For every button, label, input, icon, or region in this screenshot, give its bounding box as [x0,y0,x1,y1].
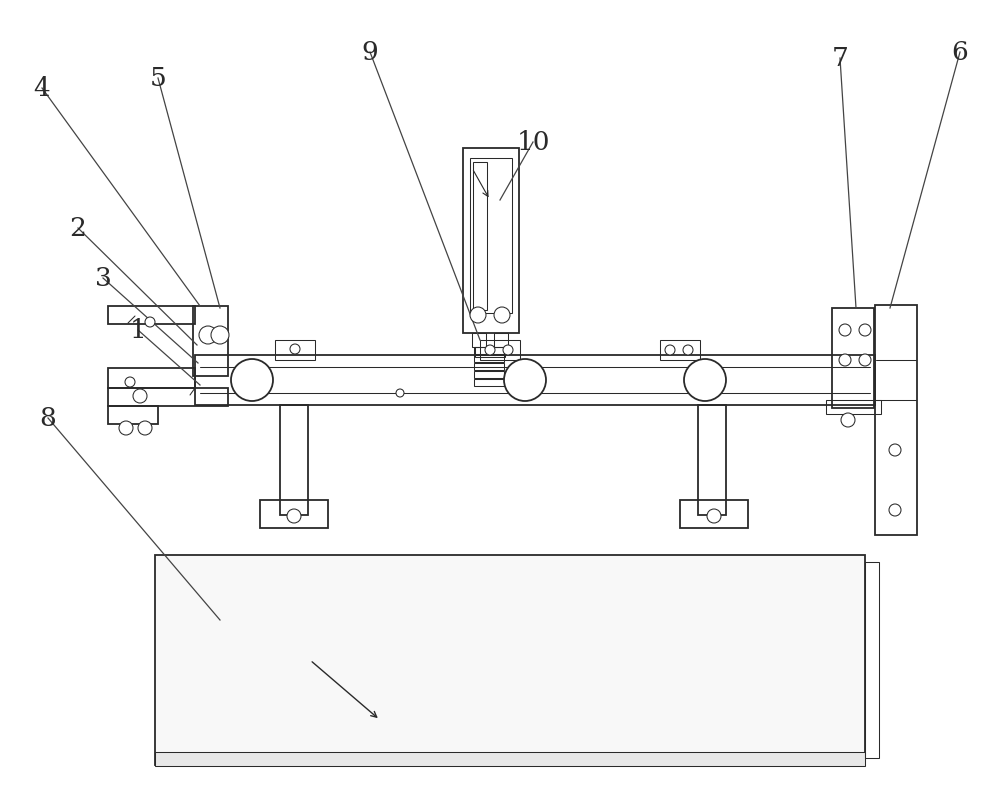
Circle shape [125,377,135,387]
Bar [473,162,487,310]
Bar [195,355,875,405]
Bar [155,752,865,766]
Circle shape [287,509,301,523]
Circle shape [859,324,871,336]
Bar [865,562,879,758]
Circle shape [470,307,486,323]
Bar [108,368,195,388]
Circle shape [290,344,300,354]
Bar [480,340,520,360]
Circle shape [211,326,229,344]
Circle shape [503,345,513,355]
Bar [875,305,917,535]
Text: 2: 2 [70,215,86,241]
Circle shape [889,504,901,516]
Bar [698,405,726,515]
Bar [474,379,504,386]
Bar [474,347,504,354]
Bar [474,363,504,370]
Circle shape [684,359,726,401]
Bar [494,333,508,347]
Circle shape [839,324,851,336]
Bar [280,405,308,515]
Circle shape [683,345,693,355]
Text: 3: 3 [95,266,111,290]
Text: 1: 1 [130,318,146,342]
Circle shape [839,354,851,366]
Bar [108,306,195,324]
Circle shape [707,509,721,523]
Text: 6: 6 [952,39,968,65]
Bar [474,371,504,378]
Circle shape [859,354,871,366]
Circle shape [889,444,901,456]
Circle shape [696,389,704,397]
Bar [826,400,881,414]
Bar [193,306,228,376]
Bar [680,500,748,528]
Bar [475,347,505,357]
Bar [472,333,486,347]
Bar [474,355,504,362]
Bar [260,500,328,528]
Bar [275,340,315,360]
Circle shape [119,421,133,435]
Circle shape [841,413,855,427]
Bar [108,406,158,424]
Text: 4: 4 [34,75,50,101]
Circle shape [494,307,510,323]
Bar [832,308,874,408]
Text: 7: 7 [832,46,848,70]
Text: 5: 5 [150,66,166,90]
Text: 9: 9 [362,39,378,65]
Bar [463,148,519,333]
Circle shape [504,359,546,401]
Bar [108,388,228,406]
Circle shape [231,359,273,401]
Circle shape [199,326,217,344]
Bar [155,555,865,765]
Circle shape [396,389,404,397]
Circle shape [485,345,495,355]
Text: 8: 8 [40,406,56,430]
Bar [470,158,512,313]
Circle shape [145,317,155,327]
Circle shape [665,345,675,355]
Circle shape [133,389,147,403]
Text: 10: 10 [516,130,550,154]
Circle shape [138,421,152,435]
Bar [660,340,700,360]
